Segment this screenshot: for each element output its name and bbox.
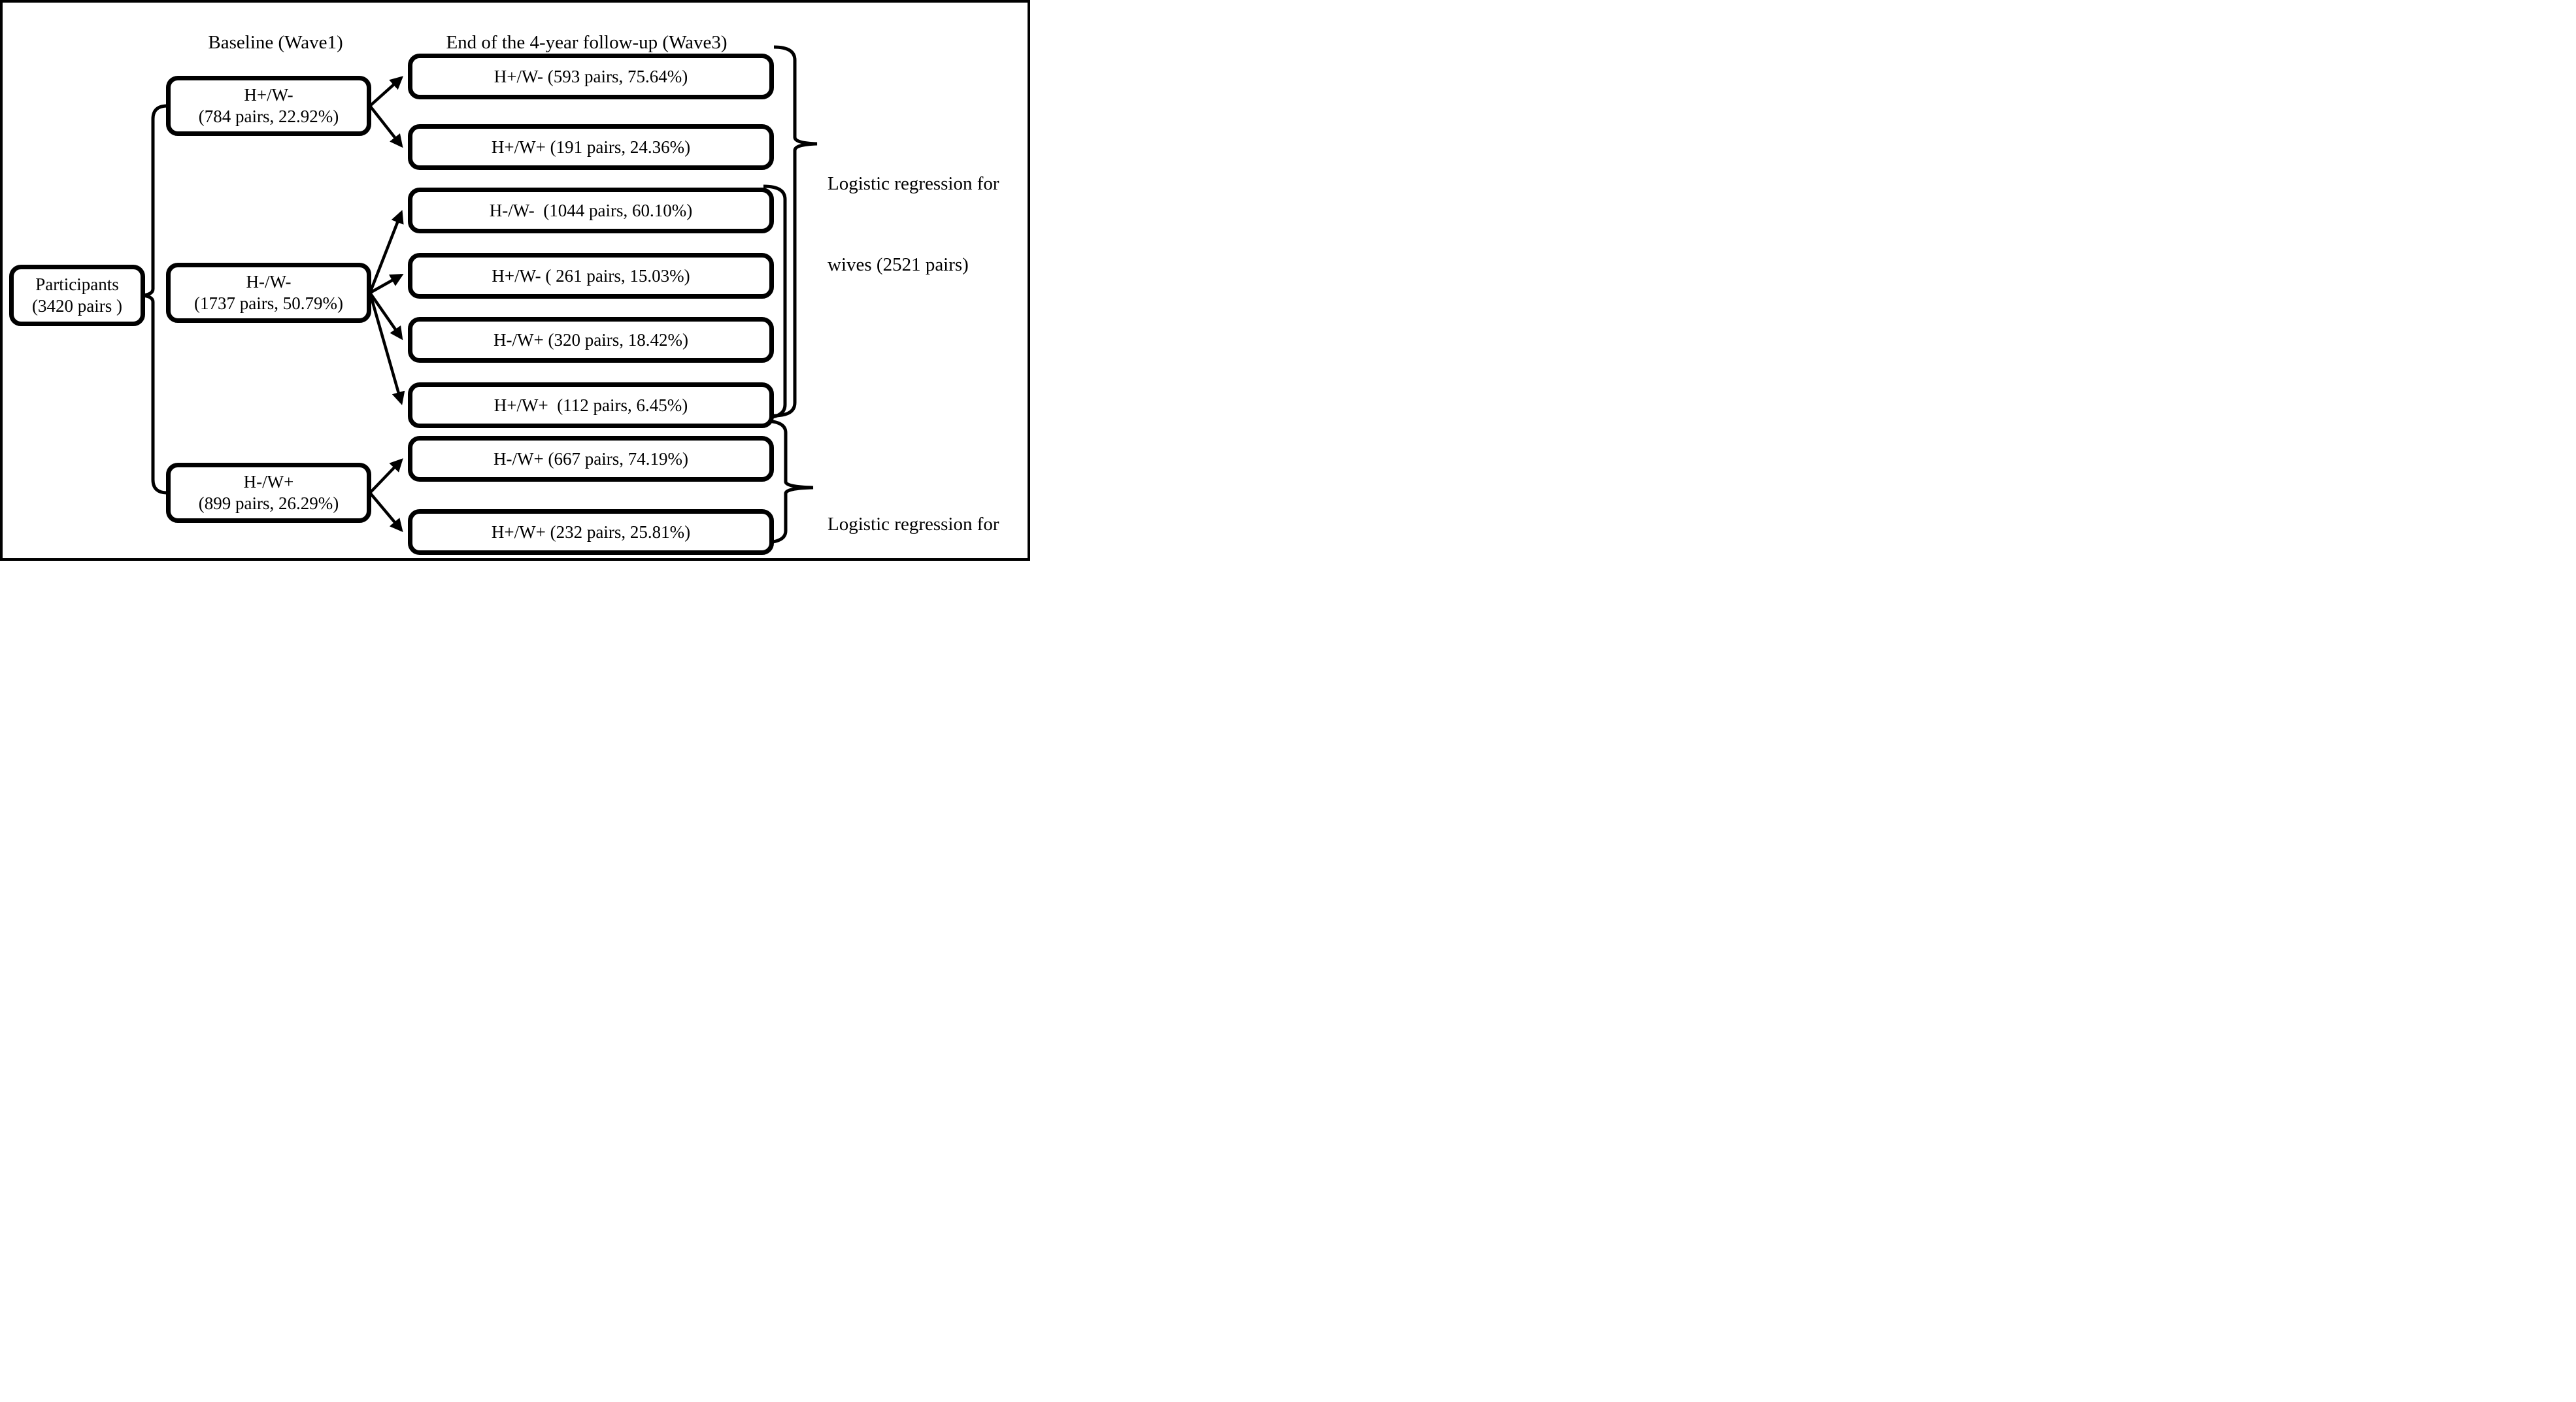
baseline-box-h-minus-w-plus: H-/W+ (899 pairs, 26.29%)	[166, 463, 371, 523]
wave3-box-h-minus-w-plus-320: H-/W+ (320 pairs, 18.42%)	[408, 317, 774, 363]
baseline-box-line2: (784 pairs, 22.92%)	[198, 107, 339, 126]
arrow-b2-w3	[368, 210, 404, 293]
arrow-b2-w6	[368, 292, 405, 405]
header-followup-wave3: End of the 4-year follow-up (Wave3)	[427, 10, 727, 75]
annotation-wives: Logistic regression for wives (2521 pair…	[828, 117, 999, 332]
wave3-box-label: H-/W+ (667 pairs, 74.19%)	[493, 448, 688, 469]
arrow-b3-w8	[369, 492, 403, 533]
figure-frame: Baseline (Wave1) End of the 4-year follo…	[0, 0, 1030, 561]
left-brace	[141, 104, 168, 495]
annotation-wives-line2: wives (2521 pairs)	[828, 254, 969, 275]
annotation-husbands: Logistic regression for husbands (2636 p…	[828, 458, 999, 558]
participants-line1: Participants	[35, 275, 119, 295]
baseline-box-h-plus-w-minus: H+/W- (784 pairs, 22.92%)	[166, 76, 371, 136]
baseline-box-line1: H+/W-	[244, 85, 293, 105]
arrow-b1-w2	[369, 105, 403, 148]
arrow-b2-w4	[369, 274, 404, 294]
participants-box: Participants (3420 pairs )	[9, 265, 145, 326]
wave3-box-label: H+/W+ (112 pairs, 6.45%)	[493, 395, 688, 415]
wave3-box-label: H+/W+ (191 pairs, 24.36%)	[491, 137, 691, 157]
wave3-box-label: H+/W- ( 261 pairs, 15.03%)	[492, 265, 690, 286]
wave3-box-h-plus-w-plus-112: H+/W+ (112 pairs, 6.45%)	[408, 382, 774, 428]
header-baseline-wave1: Baseline (Wave1)	[189, 10, 343, 75]
arrow-b1-w1	[369, 76, 404, 107]
wave3-box-h-minus-w-plus-667: H-/W+ (667 pairs, 74.19%)	[408, 436, 774, 482]
wives-brace	[773, 45, 818, 418]
wave3-box-label: H-/W+ (320 pairs, 18.42%)	[493, 329, 688, 350]
annotation-husbands-line1: Logistic regression for	[828, 514, 999, 535]
baseline-box-line1: H-/W+	[243, 472, 294, 492]
participants-line2: (3420 pairs )	[32, 296, 122, 316]
wave3-box-h-minus-w-minus-1044: H-/W- (1044 pairs, 60.10%)	[408, 188, 774, 233]
wave3-box-h-plus-w-plus-232: H+/W+ (232 pairs, 25.81%)	[408, 509, 774, 555]
header-baseline-label: Baseline (Wave1)	[208, 32, 343, 53]
arrow-b2-w5	[369, 292, 403, 341]
wave3-box-label: H+/W- (593 pairs, 75.64%)	[493, 66, 688, 86]
baseline-box-line2: (899 pairs, 26.29%)	[198, 493, 339, 513]
wave3-box-h-plus-w-minus-593: H+/W- (593 pairs, 75.64%)	[408, 54, 774, 99]
wave3-box-label: H-/W- (1044 pairs, 60.10%)	[489, 200, 693, 220]
baseline-box-line2: (1737 pairs, 50.79%)	[194, 293, 343, 313]
arrow-b3-w7	[369, 458, 403, 494]
baseline-box-line1: H-/W-	[246, 272, 292, 292]
header-followup-label: End of the 4-year follow-up (Wave3)	[446, 32, 728, 53]
wave3-box-label: H+/W+ (232 pairs, 25.81%)	[491, 522, 691, 542]
wave3-box-h-plus-w-plus-191: H+/W+ (191 pairs, 24.36%)	[408, 124, 774, 170]
baseline-box-h-minus-w-minus: H-/W- (1737 pairs, 50.79%)	[166, 263, 371, 323]
annotation-wives-line1: Logistic regression for	[828, 173, 999, 195]
wave3-box-h-plus-w-minus-261: H+/W- ( 261 pairs, 15.03%)	[408, 253, 774, 299]
